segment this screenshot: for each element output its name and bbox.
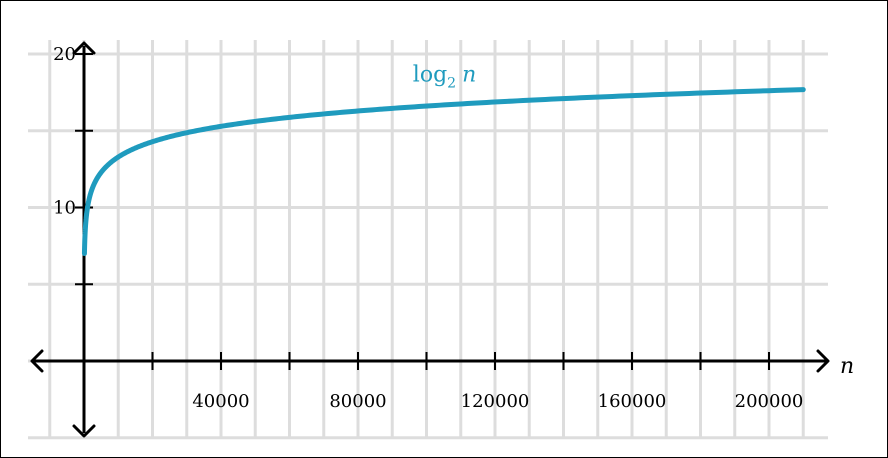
y-axis-arrow-down (72, 424, 96, 438)
x-axis-arrow-right (816, 349, 830, 373)
x-tick-label: 160000 (598, 391, 667, 412)
y-tick-label: 10 (53, 198, 76, 219)
x-tick-label: 80000 (329, 391, 386, 412)
x-tick-label: 200000 (735, 391, 804, 412)
x-tick-label: 120000 (461, 391, 530, 412)
x-tick-label: 40000 (192, 391, 249, 412)
curve-label-variable: n (462, 63, 476, 88)
ticks (75, 53, 770, 370)
series-line-log2 (81, 87, 806, 257)
curve-label-func: log (413, 63, 447, 88)
curve-label-subscript: 2 (447, 76, 456, 92)
y-axis-arrow-up (72, 41, 96, 55)
tick-labels: 40000 80000 120000 160000 200000 10 20 (53, 44, 803, 412)
x-axis-label: n (840, 354, 854, 379)
y-tick-label: 20 (53, 44, 76, 65)
series (81, 87, 806, 257)
x-axis-arrow-left (30, 349, 44, 373)
curve-label: log2 n (413, 63, 476, 92)
grid (28, 40, 828, 440)
